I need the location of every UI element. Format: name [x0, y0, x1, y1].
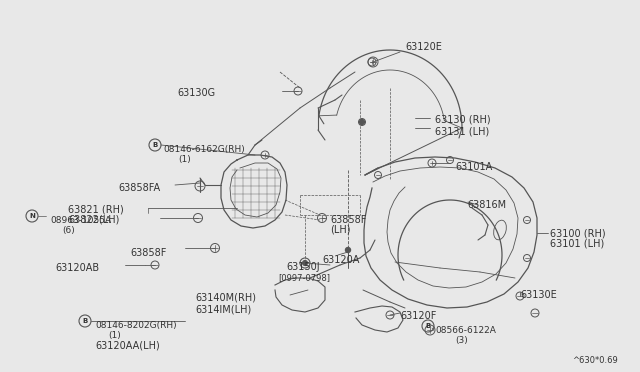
Text: 63131 (LH): 63131 (LH)	[435, 126, 489, 136]
Text: B: B	[83, 318, 88, 324]
Text: ^630*0.69: ^630*0.69	[572, 356, 618, 365]
Text: B: B	[426, 323, 431, 329]
Circle shape	[346, 247, 351, 253]
Text: (3): (3)	[455, 336, 468, 345]
Text: 08146-6162G(RH): 08146-6162G(RH)	[163, 145, 244, 154]
Text: [0997-0798]: [0997-0798]	[278, 273, 330, 282]
Text: 63130E: 63130E	[520, 290, 557, 300]
Text: 63101 (LH): 63101 (LH)	[550, 238, 604, 248]
Text: 63858F: 63858F	[130, 248, 166, 258]
Text: B: B	[152, 142, 157, 148]
Text: 63120AB: 63120AB	[55, 263, 99, 273]
Text: 63150J: 63150J	[286, 262, 319, 272]
Text: (1): (1)	[108, 331, 121, 340]
Text: N: N	[29, 213, 35, 219]
Text: 08963-1055A: 08963-1055A	[50, 216, 111, 225]
Text: 08566-6122A: 08566-6122A	[435, 326, 496, 335]
Text: 63120E: 63120E	[405, 42, 442, 52]
Text: 63130 (RH): 63130 (RH)	[435, 115, 491, 125]
Text: 63858FA: 63858FA	[118, 183, 160, 193]
Text: 63120AA(LH): 63120AA(LH)	[95, 341, 160, 351]
Text: 63816M: 63816M	[467, 200, 506, 210]
Circle shape	[360, 119, 365, 125]
Text: 63101A: 63101A	[455, 162, 492, 172]
Text: 63858F: 63858F	[330, 215, 366, 225]
Text: 63120A: 63120A	[322, 255, 360, 265]
Text: 08146-8202G(RH): 08146-8202G(RH)	[95, 321, 177, 330]
Text: 63822(LH): 63822(LH)	[68, 215, 120, 225]
Text: (1): (1)	[178, 155, 191, 164]
Text: 63120F: 63120F	[400, 311, 436, 321]
Text: 63130G: 63130G	[177, 88, 215, 98]
Text: 63100 (RH): 63100 (RH)	[550, 228, 605, 238]
Text: (6): (6)	[62, 226, 75, 235]
Text: 63140M(RH): 63140M(RH)	[195, 293, 256, 303]
Text: 63821 (RH): 63821 (RH)	[68, 205, 124, 215]
Text: 6314lM(LH): 6314lM(LH)	[195, 304, 252, 314]
Text: (LH): (LH)	[330, 225, 351, 235]
Circle shape	[303, 260, 307, 266]
